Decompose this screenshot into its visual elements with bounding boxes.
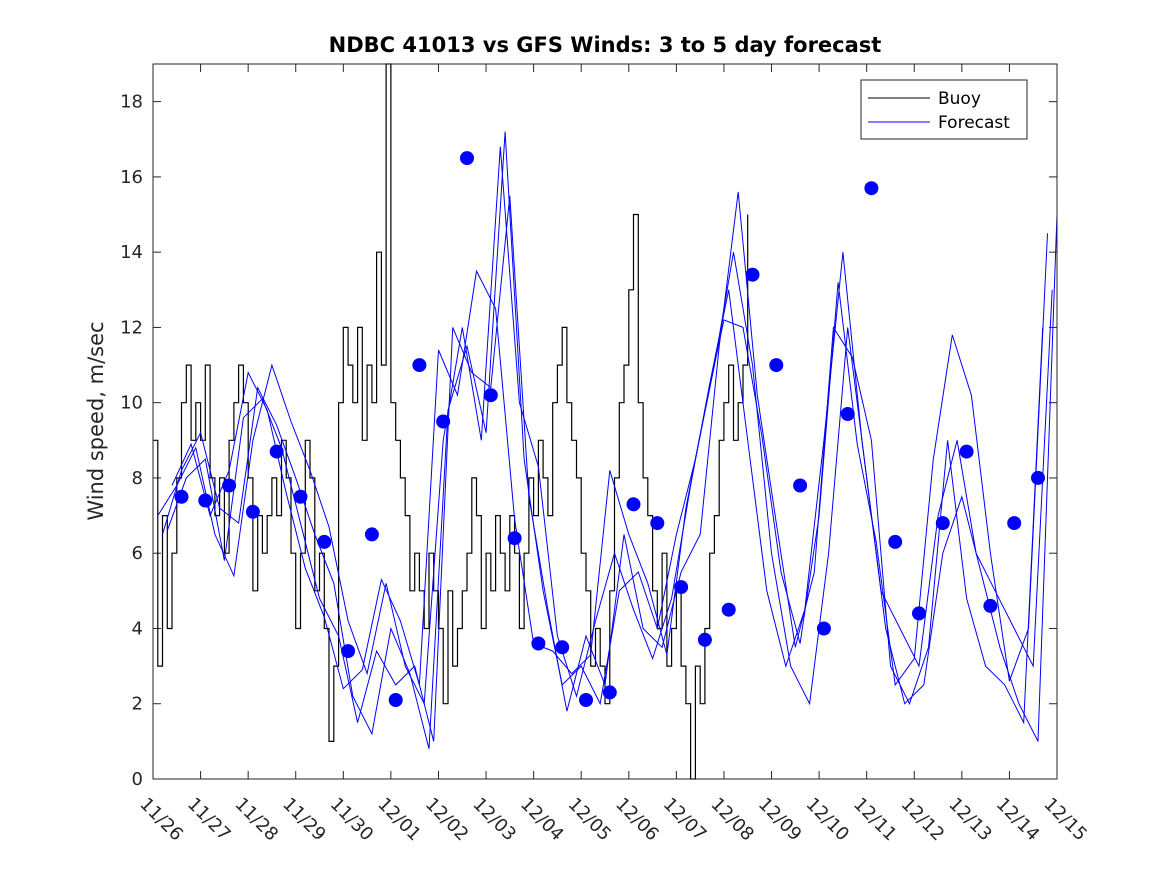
legend-forecast-label: Forecast — [938, 113, 1010, 133]
forecast-point — [626, 497, 641, 512]
forecast-point — [674, 580, 689, 595]
forecast-point — [650, 516, 665, 531]
forecast-point — [436, 414, 451, 429]
y-tick-label: 4 — [132, 618, 143, 639]
forecast-point — [840, 407, 855, 421]
forecast-point — [412, 358, 427, 373]
forecast-point — [483, 388, 498, 403]
forecast-point — [888, 534, 903, 549]
plot-area — [153, 64, 1057, 779]
forecast-point — [983, 598, 998, 613]
forecast-point — [816, 621, 831, 636]
forecast-point — [269, 444, 284, 459]
forecast-point — [793, 478, 808, 493]
forecast-series — [157, 131, 1058, 750]
legend: Buoy Forecast — [860, 79, 1028, 140]
forecast-point — [388, 693, 403, 707]
plot-frame — [152, 63, 1058, 780]
forecast-point — [507, 531, 522, 546]
forecast-point — [721, 602, 736, 617]
forecast-point — [769, 358, 784, 373]
forecast-point — [293, 489, 308, 504]
forecast-point — [317, 534, 332, 549]
forecast-point — [460, 151, 474, 166]
y-axis-label: Wind speed, m/sec — [84, 321, 108, 520]
y-tick-label: 14 — [120, 242, 143, 263]
forecast-point — [364, 527, 379, 542]
forecast-point — [222, 478, 237, 493]
forecast-line — [171, 233, 1048, 690]
y-tick-label: 2 — [132, 694, 143, 715]
y-tick-label: 16 — [120, 167, 143, 188]
y-tick-label: 10 — [120, 393, 143, 414]
forecast-point — [959, 444, 974, 459]
y-tick-label: 18 — [120, 92, 143, 113]
forecast-point — [864, 181, 879, 196]
y-tick-label: 12 — [120, 317, 143, 338]
forecast-point — [745, 267, 760, 282]
forecast-point — [198, 493, 213, 508]
buoy-series — [153, 63, 749, 780]
y-tick-label: 6 — [132, 543, 143, 564]
forecast-point — [174, 489, 189, 504]
buoy-line — [153, 63, 749, 780]
forecast-point — [1031, 470, 1045, 485]
forecast-point — [602, 685, 617, 700]
y-tick-label: 0 — [132, 769, 143, 790]
legend-buoy-label: Buoy — [938, 89, 981, 109]
forecast-point — [912, 606, 926, 621]
forecast-point — [935, 516, 950, 531]
forecast-line — [157, 146, 1053, 706]
forecast-line — [166, 191, 1044, 742]
forecast-point — [245, 504, 260, 519]
forecast-point — [697, 632, 712, 647]
forecast-point — [579, 693, 593, 707]
y-tick-label: 8 — [132, 468, 143, 489]
legend-box — [860, 79, 1028, 140]
forecast-point — [1007, 516, 1022, 531]
forecast-point — [341, 644, 356, 659]
chart-title: NDBC 41013 vs GFS Winds: 3 to 5 day fore… — [329, 33, 882, 57]
forecast-point — [555, 640, 570, 655]
forecast-points — [174, 151, 1045, 707]
forecast-point — [531, 636, 546, 651]
